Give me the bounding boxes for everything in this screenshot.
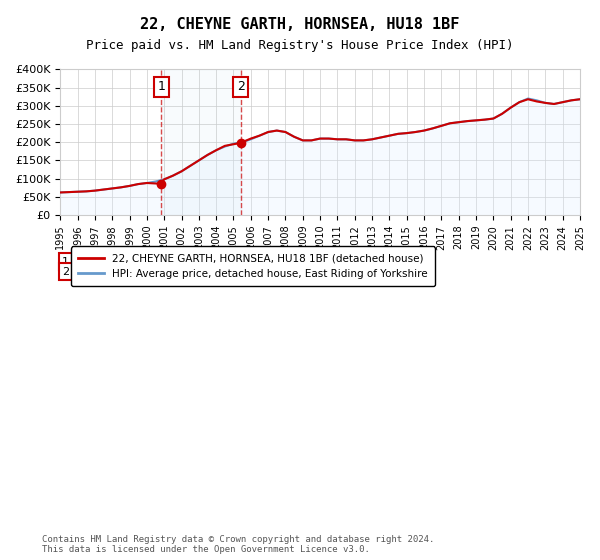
Text: 1: 1	[62, 256, 69, 267]
Text: 2: 2	[237, 81, 245, 94]
Text: Price paid vs. HM Land Registry's House Price Index (HPI): Price paid vs. HM Land Registry's House …	[86, 39, 514, 52]
Text: Contains HM Land Registry data © Crown copyright and database right 2024.
This d: Contains HM Land Registry data © Crown c…	[42, 535, 434, 554]
Text: 2: 2	[62, 267, 69, 277]
Text: 27-OCT-2000          £86,000          4% ↓ HPI: 27-OCT-2000 £86,000 4% ↓ HPI	[81, 256, 405, 267]
Bar	[161, 69, 241, 215]
Text: 22, CHEYNE GARTH, HORNSEA, HU18 1BF: 22, CHEYNE GARTH, HORNSEA, HU18 1BF	[140, 17, 460, 32]
Legend: 22, CHEYNE GARTH, HORNSEA, HU18 1BF (detached house), HPI: Average price, detach: 22, CHEYNE GARTH, HORNSEA, HU18 1BF (det…	[71, 246, 435, 286]
Text: 1: 1	[157, 81, 165, 94]
Text: 27-MAY-2005          £198,000          1% ↑ HPI: 27-MAY-2005 £198,000 1% ↑ HPI	[81, 267, 412, 277]
